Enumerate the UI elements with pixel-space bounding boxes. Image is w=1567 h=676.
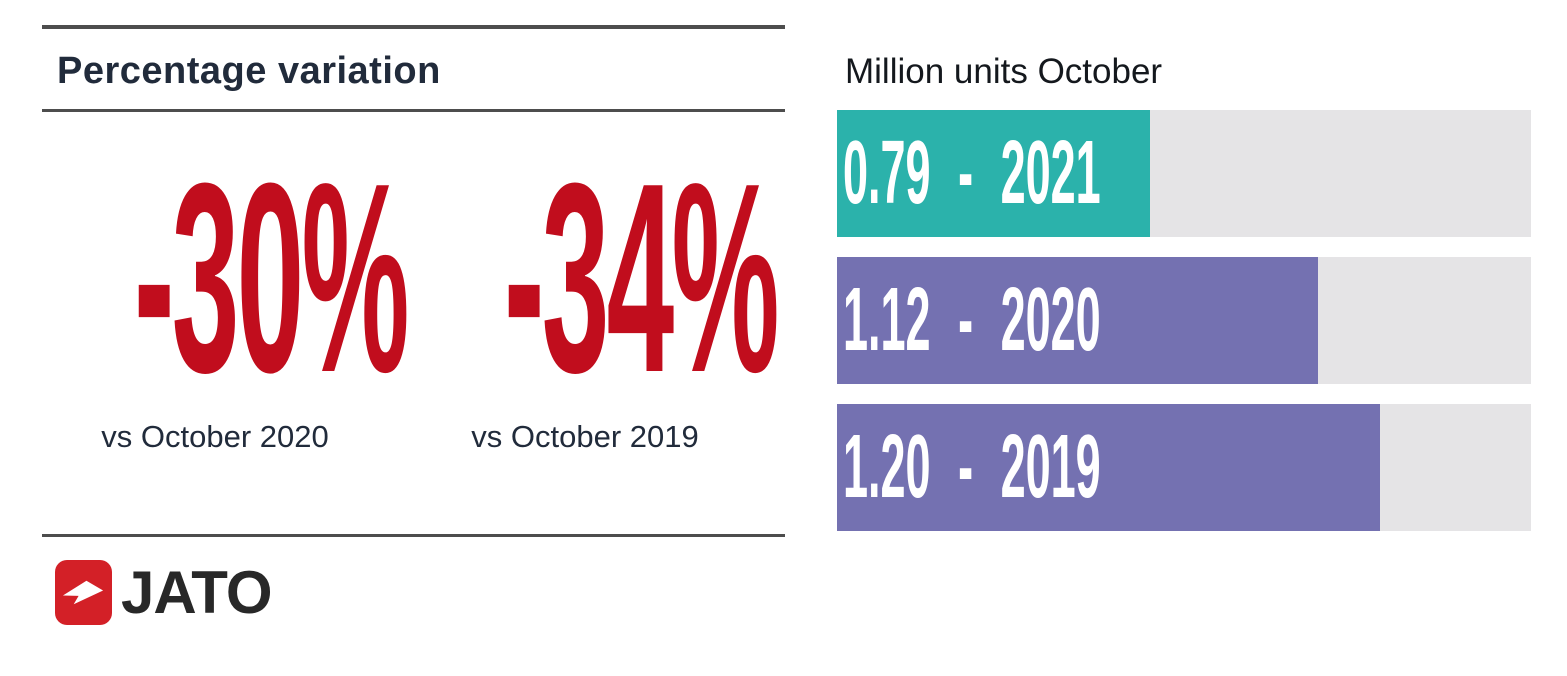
bar-row-2019: 1.20 - 2019 [837,404,1531,531]
bar-label-2020: 1.12 - 2020 [843,270,1101,370]
million-units-bar-chart: 0.79 - 2021 1.12 - 2020 1.20 - 2019 [837,110,1531,531]
jato-logo: JATO [55,558,272,627]
pct-block-vs-2019: -34% vs October 2019 [405,128,780,455]
jato-logo-arrow-icon [55,560,112,625]
pct-caption-vs-2019: vs October 2019 [471,419,699,454]
bar-row-2020: 1.12 - 2020 [837,257,1531,384]
bar-label-2021: 0.79 - 2021 [843,123,1101,223]
divider-above-logo [42,534,785,537]
divider-top [42,25,785,29]
divider-under-title [42,109,785,112]
percentage-panel-title: Percentage variation [57,50,441,92]
pct-value-vs-2020: -30% [134,128,410,429]
pct-block-vs-2020: -30% vs October 2020 [35,128,410,455]
pct-value-vs-2019: -34% [504,128,780,429]
bar-label-2019: 1.20 - 2019 [843,417,1101,517]
pct-caption-vs-2020: vs October 2020 [101,419,329,454]
bar-row-2021: 0.79 - 2021 [837,110,1531,237]
bar-fill-2019: 1.20 - 2019 [837,404,1380,531]
bar-fill-2021: 0.79 - 2021 [837,110,1150,237]
units-chart-title: Million units October [845,52,1163,91]
jato-logo-wordmark: JATO [121,559,272,626]
bar-fill-2020: 1.12 - 2020 [837,257,1318,384]
